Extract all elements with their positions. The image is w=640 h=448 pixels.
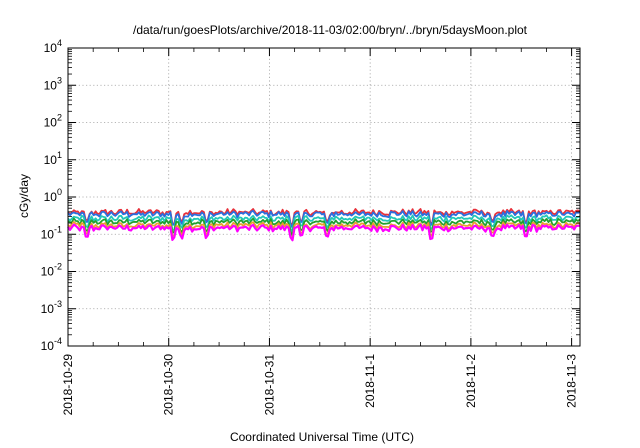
y-tick-label-base: 10: [41, 302, 55, 316]
y-tick-label-base: 10: [44, 153, 58, 167]
x-tick-label: 2018-11-1: [363, 354, 377, 408]
y-tick-label-exponent: 0: [57, 187, 62, 197]
y-tick-label: 104: [44, 38, 62, 55]
y-tick-label: 10-1: [41, 224, 62, 241]
grid: [68, 48, 580, 346]
y-tick-label: 101: [44, 150, 62, 167]
y-tick-label: 100: [44, 187, 62, 204]
y-tick-label-base: 10: [44, 190, 58, 204]
x-tick-label: 2018-10-31: [262, 354, 276, 416]
y-tick-label: 10-2: [41, 262, 62, 279]
y-tick-label-exponent: 1: [57, 150, 62, 160]
y-tick-label: 103: [44, 75, 62, 92]
series-line: [67, 217, 581, 237]
series-line: [67, 223, 581, 242]
x-tick-labels: 2018-10-29 2018-10-30 2018-10-31 2018-11-1 2…: [61, 354, 579, 416]
data-series: [67, 208, 581, 242]
y-tick-label-exponent: -4: [54, 336, 62, 346]
y-tick-label-exponent: -1: [54, 224, 62, 234]
y-tick-label-exponent: 2: [57, 113, 62, 123]
y-tick-label-exponent: 3: [57, 75, 62, 85]
x-axis-title: Coordinated Universal Time (UTC): [230, 430, 414, 444]
series-line: [67, 209, 581, 229]
y-tick-label: 102: [44, 113, 62, 130]
x-tick-label: 2018-10-30: [162, 354, 176, 416]
x-tick-label: 2018-10-29: [61, 354, 75, 416]
y-tick-label-exponent: -2: [54, 262, 62, 272]
y-axis-title: cGy/day: [17, 174, 31, 218]
y-tick-label-base: 10: [41, 265, 55, 279]
y-tick-label-base: 10: [44, 116, 58, 130]
y-tick-label-exponent: -3: [54, 299, 62, 309]
axis-ticks: [67, 47, 580, 347]
y-tick-label-base: 10: [41, 339, 55, 353]
chart-title: /data/run/goesPlots/archive/2018-11-03/0…: [133, 23, 528, 37]
y-tick-label-base: 10: [44, 78, 58, 92]
y-tick-label-base: 10: [41, 227, 55, 241]
y-tick-label: 10-4: [41, 336, 62, 353]
y-tick-label-base: 10: [44, 41, 58, 55]
y-tick-label: 10-3: [41, 299, 62, 316]
y-tick-label-exponent: 4: [57, 38, 62, 48]
x-tick-label: 2018-11-2: [464, 354, 478, 408]
x-tick-label: 2018-11-3: [565, 354, 579, 408]
series-line: [67, 214, 581, 233]
